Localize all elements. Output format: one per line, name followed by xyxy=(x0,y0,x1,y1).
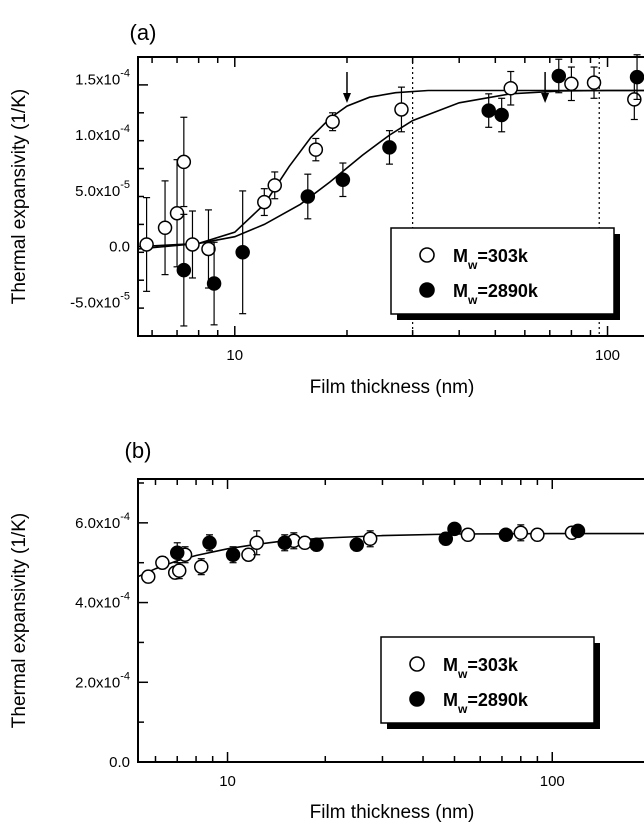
fit-curve xyxy=(137,89,644,248)
x-tick-label: 10 xyxy=(219,773,236,790)
arrow-marker xyxy=(541,72,550,103)
x-tick-label: 100 xyxy=(540,773,565,790)
arrow-marker xyxy=(342,72,351,103)
data-point xyxy=(309,537,324,553)
data-point xyxy=(460,527,476,543)
legend-box xyxy=(390,227,615,315)
data-point xyxy=(503,80,518,96)
panel-label: (a) xyxy=(130,20,157,45)
data-point xyxy=(629,69,644,85)
series-open xyxy=(139,66,642,292)
legend-marker xyxy=(409,691,425,707)
data-point xyxy=(277,535,292,551)
data-point xyxy=(530,527,545,543)
legend: Mw=303k Mw=2890k xyxy=(380,636,600,729)
x-axis-title: Film thickness (nm) xyxy=(310,377,475,398)
fit-curve xyxy=(137,89,644,250)
legend-marker xyxy=(409,656,425,672)
data-point xyxy=(157,220,173,235)
data-point xyxy=(202,535,217,551)
data-point xyxy=(241,547,256,562)
data-point xyxy=(225,547,241,562)
data-point xyxy=(235,245,250,260)
data-point xyxy=(139,237,154,252)
data-point xyxy=(308,142,324,157)
data-point xyxy=(267,178,282,193)
data-point xyxy=(257,194,272,210)
legend-marker xyxy=(419,282,435,298)
data-point xyxy=(325,114,340,129)
panel-b: (b) 10 100 6.0x10-4 4.0x10-4 2.0x10-4 0.0 Film … xyxy=(9,438,644,823)
data-point xyxy=(349,537,365,553)
legend-label: Mw=303k xyxy=(453,246,529,272)
data-point xyxy=(249,535,264,551)
data-point xyxy=(297,535,313,551)
legend-label: Mw=2890k xyxy=(443,690,529,716)
y-tick-label: 0.0 xyxy=(109,754,130,771)
series-filled xyxy=(176,54,644,327)
legend: Mw=303k Mw=2890k xyxy=(390,227,620,320)
data-point xyxy=(206,276,222,291)
y-tick-label: 2.0x10-4 xyxy=(75,670,130,691)
data-point xyxy=(498,527,514,543)
data-point xyxy=(335,172,351,188)
data-point xyxy=(481,103,496,118)
y-tick-label: 4.0x10-4 xyxy=(75,591,130,612)
legend-marker xyxy=(419,247,435,263)
y-tick-label: 1.0x10-4 xyxy=(75,123,130,144)
x-tick-label: 10 xyxy=(226,347,243,364)
data-point xyxy=(551,68,567,84)
legend-label: Mw=2890k xyxy=(453,281,539,307)
data-point xyxy=(185,237,200,252)
legend-label: Mw=303k xyxy=(443,655,519,681)
data-point xyxy=(570,523,586,539)
panel-a: (a) 10 100 1.5x10-4 1.0x10-4 5.0x10-5 0.0 -5.0x… xyxy=(9,20,644,398)
data-point xyxy=(169,205,185,221)
data-point xyxy=(176,154,192,170)
plot-frame xyxy=(137,478,644,763)
data-point xyxy=(564,76,579,92)
data-point xyxy=(382,140,397,155)
x-axis-title: Film thickness (nm) xyxy=(310,802,475,823)
data-point xyxy=(176,262,192,278)
legend-box xyxy=(380,636,595,724)
y-tick-label: 0.0 xyxy=(109,239,130,256)
data-point xyxy=(394,102,409,117)
data-point xyxy=(300,189,316,204)
data-point xyxy=(586,75,602,90)
y-tick-label: -5.0x10-5 xyxy=(70,291,130,312)
data-point xyxy=(362,531,378,547)
y-axis-title: Thermal expansivity (1/K) xyxy=(9,513,30,728)
y-tick-label: 6.0x10-4 xyxy=(75,511,130,532)
data-point xyxy=(201,241,216,257)
x-tick-label: 100 xyxy=(595,347,620,364)
y-tick-label: 5.0x10-5 xyxy=(75,179,130,200)
series-filled xyxy=(169,521,586,564)
data-point xyxy=(438,531,454,547)
y-axis-title: Thermal expansivity (1/K) xyxy=(9,89,30,304)
data-point xyxy=(494,107,509,123)
data-point xyxy=(513,525,529,541)
panel-label: (b) xyxy=(125,438,152,463)
data-point xyxy=(141,569,156,584)
data-point xyxy=(171,563,187,578)
data-point xyxy=(194,559,209,574)
y-tick-label: 1.5x10-4 xyxy=(75,67,130,88)
data-point xyxy=(447,521,462,537)
series-open xyxy=(141,524,580,584)
data-point xyxy=(169,545,185,560)
data-point xyxy=(155,555,170,570)
